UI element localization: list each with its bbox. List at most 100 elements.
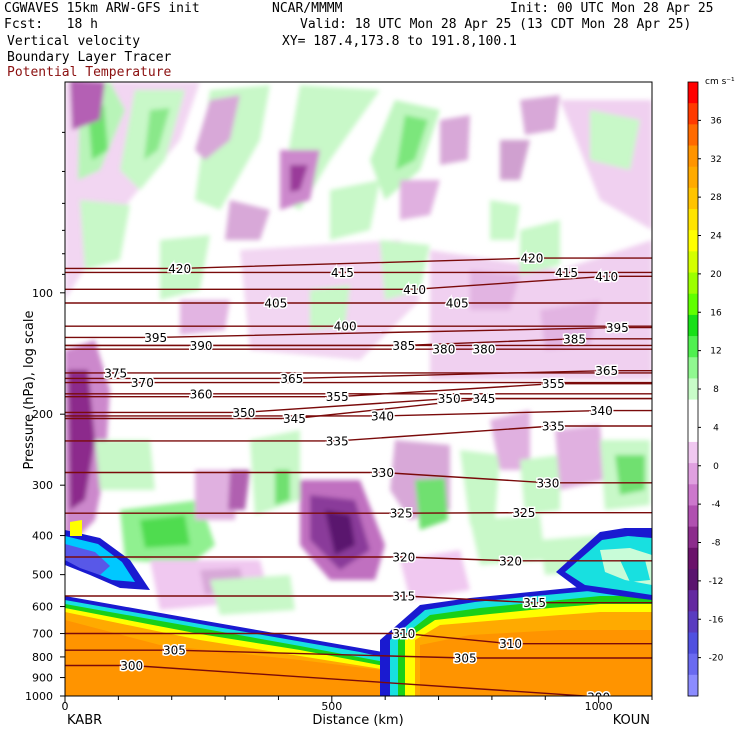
theta-label: 325 — [512, 506, 535, 520]
theta-label: 405 — [264, 297, 287, 311]
color-scale-swatch — [688, 568, 698, 591]
theta-label: 380 — [472, 343, 495, 357]
theta-label: 305 — [454, 652, 477, 666]
color-scale-tick-label: 36 — [710, 116, 722, 126]
y-tick-label: 500 — [32, 569, 53, 582]
theta-label: 325 — [390, 507, 413, 521]
theta-contour — [65, 649, 652, 659]
y-tick-label: 800 — [32, 651, 53, 664]
color-scale-swatch — [688, 314, 698, 337]
theta-label: 315 — [523, 596, 546, 610]
theta-label: 355 — [542, 377, 565, 391]
color-scale-tick-label: 0 — [713, 462, 719, 472]
color-scale-tick-label: 24 — [710, 232, 722, 242]
color-scale-swatch — [688, 484, 698, 506]
theta-label: 405 — [446, 297, 469, 311]
xy-endpoints: XY= 187.4,173.8 to 191.8,100.1 — [282, 34, 517, 49]
theta-label: 310 — [392, 627, 415, 641]
theta-contour — [65, 397, 652, 414]
x-tick-label: 0 — [62, 700, 69, 713]
theta-label: 300 — [587, 690, 610, 704]
color-scale-swatch — [688, 272, 698, 295]
theta-label: 320 — [392, 550, 415, 564]
theta-contour — [65, 257, 652, 270]
color-scale-swatch — [688, 653, 698, 676]
y-tick-label: 400 — [32, 530, 53, 543]
y-tick-label: 1000 — [25, 690, 53, 703]
distance-axis-ticks: 0 500 1000 — [62, 696, 653, 713]
color-scale-swatch — [688, 145, 698, 168]
theta-label: 340 — [371, 409, 394, 423]
field-label-vertical-velocity: Vertical velocity — [7, 34, 141, 49]
y-tick-label: 200 — [32, 408, 53, 421]
potential-temperature-labels: 420 415 420 415 410 405 410 405 400 395 390 385 380 3… — [103, 250, 631, 704]
theta-label: 385 — [563, 332, 586, 346]
color-scale-swatch — [688, 103, 698, 125]
boundary-layer-tracer-field — [65, 520, 652, 696]
color-scale-tick-label: -8 — [712, 539, 721, 549]
color-scale-tick-label: 4 — [713, 423, 719, 433]
theta-label: 370 — [131, 376, 154, 390]
color-scale-swatch — [688, 293, 698, 316]
theta-label: 360 — [190, 387, 213, 401]
theta-label: 395 — [606, 321, 629, 335]
theta-contour — [65, 664, 596, 696]
theta-contour — [65, 556, 652, 562]
valid-time: Valid: 18 UTC Mon 28 Apr 25 (13 CDT Mon … — [300, 17, 692, 32]
color-scale-tick-label: 28 — [710, 193, 722, 203]
x-tick-label: 500 — [321, 700, 342, 713]
y-tick-label: 600 — [32, 601, 53, 614]
theta-label: 365 — [595, 364, 618, 378]
color-scale-swatch — [688, 526, 698, 549]
theta-label: 305 — [163, 644, 186, 658]
color-scale-tick-label: 16 — [710, 308, 722, 318]
pressure-axis-ticks: 100 200 300 400 500 600 700 800 900 1000 — [25, 131, 65, 703]
theta-label: 420 — [520, 252, 543, 266]
theta-label: 375 — [104, 366, 127, 380]
potential-temperature-contours — [65, 257, 652, 696]
color-scale-swatch — [688, 399, 698, 422]
theta-label: 380 — [432, 343, 455, 357]
color-scale-tick-label: 32 — [710, 155, 721, 165]
y-tick-label: 700 — [32, 628, 53, 641]
theta-label: 415 — [555, 266, 578, 280]
color-scale-legend: 36 32 28 24 20 16 12 8 4 0 -4 -8 -12 -16 -20 — [687, 81, 724, 697]
color-scale-swatch — [688, 209, 698, 231]
theta-label: 315 — [392, 590, 415, 604]
color-scale-swatch — [688, 166, 698, 189]
org-label: NCAR/MMMM — [272, 1, 343, 16]
theta-label: 320 — [499, 554, 522, 568]
y-tick-label: 100 — [32, 287, 53, 300]
color-scale-tick-label: -12 — [709, 577, 724, 587]
y-tick-label: 900 — [32, 672, 53, 685]
theta-label: 300 — [120, 659, 143, 673]
color-scale-swatch — [688, 611, 698, 633]
theta-label: 350 — [438, 392, 461, 406]
theta-label: 310 — [499, 637, 522, 651]
theta-label: 395 — [144, 331, 167, 345]
theta-contour — [65, 425, 652, 442]
theta-contour — [65, 409, 652, 417]
theta-label: 355 — [326, 390, 349, 404]
theta-contour — [65, 275, 652, 290]
y-axis-label: Pressure (hPa), log scale — [22, 311, 37, 470]
x-tick-label: 1000 — [585, 700, 613, 713]
color-scale-swatch — [688, 357, 698, 379]
color-scale-swatch — [688, 378, 698, 401]
theta-label: 410 — [595, 270, 618, 284]
color-scale-swatch — [688, 251, 698, 274]
plot-frame — [64, 81, 653, 697]
theta-contour — [65, 370, 652, 380]
theta-label: 415 — [331, 266, 354, 280]
vertical-velocity-field — [65, 82, 652, 615]
color-scale-swatch — [688, 441, 698, 464]
theta-label: 350 — [232, 406, 255, 420]
theta-label: 390 — [190, 339, 213, 353]
theta-contour — [65, 512, 652, 514]
theta-label: 330 — [536, 476, 559, 490]
theta-contour — [65, 326, 652, 339]
theta-label: 340 — [590, 404, 613, 418]
init-time: Init: 00 UTC Mon 28 Apr 25 — [510, 1, 714, 16]
